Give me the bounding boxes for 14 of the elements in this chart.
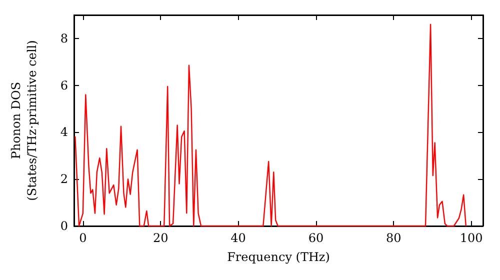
x-tick-label: 0 [79,231,87,245]
x-tick-label: 40 [230,231,246,245]
y-tick-label: 4 [60,125,68,140]
y-axis-title: Phonon DOS (States/THz·primitive cell) [9,40,39,201]
x-axis-title: Frequency (THz) [227,250,330,264]
y-tick-label: 0 [60,219,68,233]
y-tick-label: 2 [60,172,68,186]
y-tick-label: 8 [60,31,68,46]
x-tick-label: 100 [460,231,483,245]
line-series [74,24,467,227]
x-tick-label: 20 [152,231,168,245]
x-tick-label: 60 [308,231,324,245]
x-tick-label: 80 [386,231,402,245]
y-tick-label: 6 [60,78,68,92]
